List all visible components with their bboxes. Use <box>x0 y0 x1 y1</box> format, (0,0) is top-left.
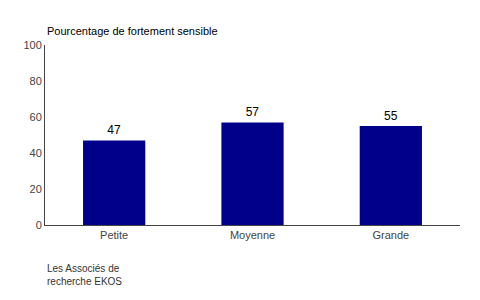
svg-text:Moyenne: Moyenne <box>230 229 275 241</box>
svg-text:20: 20 <box>30 183 42 195</box>
svg-text:Les Associés derecherche EKOS: Les Associés derecherche EKOS <box>47 263 122 287</box>
svg-text:0: 0 <box>36 219 42 231</box>
svg-text:Petite: Petite <box>100 229 128 241</box>
svg-text:80: 80 <box>30 75 42 87</box>
svg-text:57: 57 <box>246 105 260 119</box>
svg-text:47: 47 <box>107 123 121 137</box>
svg-text:100: 100 <box>23 39 41 51</box>
svg-text:55: 55 <box>384 109 398 123</box>
svg-text:60: 60 <box>30 111 42 123</box>
svg-text:Pourcentage de fortement sensi: Pourcentage de fortement sensible <box>47 25 218 37</box>
svg-text:40: 40 <box>30 147 42 159</box>
svg-text:Grande: Grande <box>372 229 409 241</box>
